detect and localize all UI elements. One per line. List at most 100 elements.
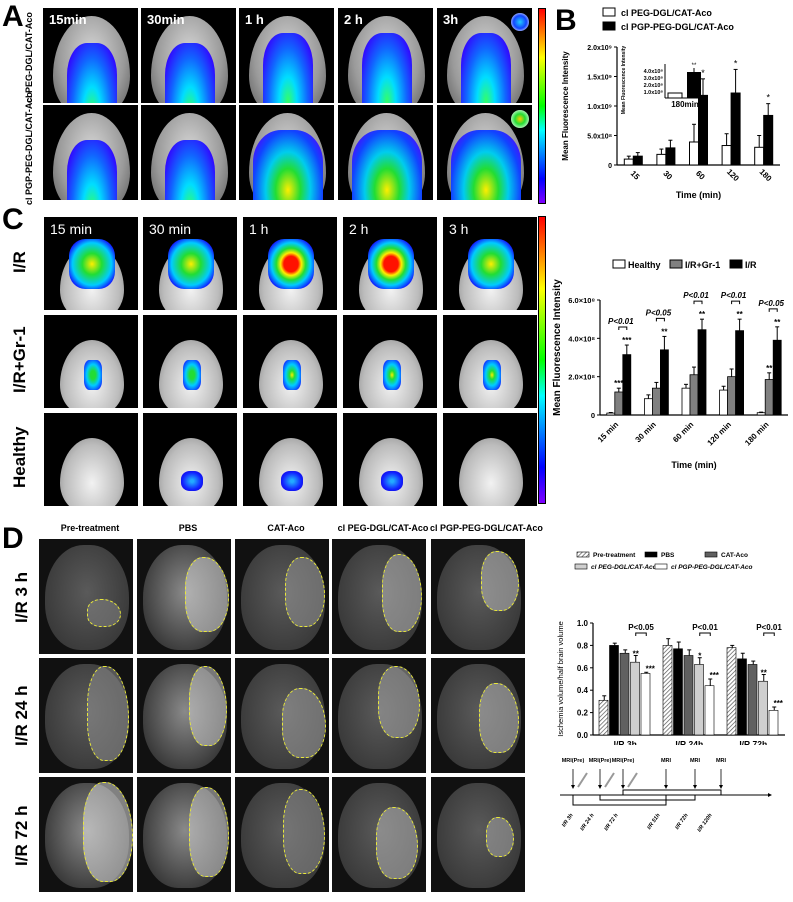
inset-bar — [667, 92, 683, 99]
significance-marker: *** — [646, 664, 656, 673]
mri-timepoint-label: MRI — [661, 758, 672, 764]
syringe-icon — [627, 772, 638, 788]
comparison-bracket — [731, 300, 741, 305]
panel-a-colorbar — [538, 8, 546, 204]
y-tick-label: 0.6 — [577, 664, 589, 673]
ischemic-lesion-outline — [378, 666, 420, 738]
bar — [726, 647, 737, 736]
time-label: 2 h — [349, 221, 369, 237]
mri-slice — [136, 538, 232, 655]
inset-y-tick: 2.0x10⁸ — [644, 83, 664, 89]
panel-a-image — [238, 104, 335, 201]
ischemic-lesion-outline — [481, 551, 519, 611]
y-tick-label: 6.0×10⁸ — [568, 296, 595, 305]
mri-timepoint-label: MRI(Pre) — [562, 758, 585, 764]
p-value-label: P<0.01 — [608, 317, 634, 326]
panel-a-image: 30min — [140, 7, 237, 104]
fluorescence-signal — [84, 360, 102, 390]
mri-slice — [136, 657, 232, 774]
legend-label: CAT-Aco — [721, 552, 748, 559]
p-value-label: P<0.05 — [646, 308, 672, 317]
significance-marker: * — [701, 68, 705, 78]
panel-c-image — [442, 412, 538, 507]
ex-vivo-brain-thumbnail — [511, 13, 529, 31]
mri-slice — [38, 657, 134, 774]
time-label: 30min — [147, 12, 185, 27]
bar — [683, 655, 694, 736]
panel-c-chart: Healthy I/R+Gr-1 I/R 0 2.0×10⁸ 4.0×10⁸ 6.0×10⁸… — [552, 259, 788, 470]
significance-marker: *** — [622, 336, 632, 345]
legend-label: Pre-treatment — [593, 552, 636, 559]
x-tick-label: 120 min — [706, 420, 734, 448]
x-tick-label: 15 — [629, 169, 642, 182]
legend-swatch — [669, 259, 683, 269]
comparison-bracket — [763, 632, 775, 636]
fluorescence-signal — [168, 239, 214, 289]
ischemic-lesion-outline — [479, 683, 519, 753]
bar — [614, 391, 624, 416]
legend-label: Healthy — [628, 260, 661, 270]
bar — [704, 685, 715, 736]
y-axis-label: Ischemia volume/half brain volume — [556, 621, 565, 736]
legend-label: PBS — [661, 552, 675, 559]
panel-c-row-label-1: I/R — [10, 251, 29, 274]
bar — [754, 146, 765, 166]
comparison-bracket — [635, 632, 647, 636]
inset-y-tick: 4.0x10⁸ — [644, 69, 664, 75]
bar — [644, 398, 653, 416]
panel-c-letter: C — [2, 203, 24, 236]
mouse-silhouette — [459, 438, 523, 506]
bar — [758, 680, 768, 736]
timeline-label: I/R 51h — [646, 812, 662, 831]
mri-slice — [38, 776, 134, 893]
bar — [662, 645, 673, 736]
significance-marker: ** — [633, 649, 640, 658]
panel-c-row-label-3: Healthy — [10, 426, 29, 489]
panel-a-image: 3h — [436, 7, 533, 104]
panel-c-image — [142, 314, 238, 409]
y-tick-label: 0.8 — [577, 641, 589, 650]
panel-b-chart: cl PEG-DGL/CAT-Aco cl PGP-PEG-DGL/CAT-Aco… — [561, 7, 780, 200]
bar — [697, 329, 707, 416]
fluorescence-signal — [67, 43, 117, 103]
x-axis-label: Time (min) — [671, 460, 716, 470]
comparison-bracket — [768, 308, 778, 312]
time-label: 1 h — [249, 221, 269, 237]
ischemic-lesion-outline — [83, 782, 133, 882]
fluorescence-signal — [368, 239, 414, 289]
fluorescence-signal — [181, 471, 203, 491]
significance-marker: ** — [761, 669, 768, 678]
fluorescence-signal — [461, 33, 511, 103]
fluorescence-signal — [483, 360, 501, 390]
legend-label: cl PEG-DGL/CAT-Aco — [591, 564, 657, 571]
panel-c-image — [43, 314, 139, 409]
timeline-label: I/R 72h — [674, 812, 690, 831]
time-label: 2 h — [344, 12, 363, 27]
panel-c-colorbar — [538, 216, 546, 504]
bar — [772, 339, 782, 416]
panel-c-image: 30 min — [142, 216, 238, 311]
y-tick-label: 0.0 — [577, 731, 589, 740]
fluorescence-signal — [67, 140, 117, 200]
brain-outline — [45, 545, 129, 650]
x-tick-label: 180 — [758, 167, 774, 183]
fluorescence-signal — [283, 360, 301, 390]
fluorescence-signal — [362, 33, 412, 103]
significance-marker: ** — [661, 327, 668, 336]
panel-c-image: 1 h — [242, 216, 338, 311]
legend-swatch — [602, 7, 616, 17]
bar — [609, 645, 619, 736]
legend-label: cl PEG-DGL/CAT-Aco — [621, 8, 712, 18]
panel-d-letter: D — [2, 522, 24, 555]
ischemic-lesion-outline — [87, 666, 129, 761]
y-tick-label: 0 — [591, 411, 595, 420]
legend-swatch — [612, 259, 626, 269]
panel-d-column-header: PBS — [178, 523, 198, 533]
y-tick-label: 5.0x10⁸ — [587, 134, 612, 141]
bar — [630, 661, 640, 736]
y-tick-label: 4.0×10⁸ — [568, 334, 595, 343]
legend-label: I/R — [745, 260, 757, 270]
mri-slice — [430, 538, 526, 655]
mri-slice — [234, 657, 330, 774]
